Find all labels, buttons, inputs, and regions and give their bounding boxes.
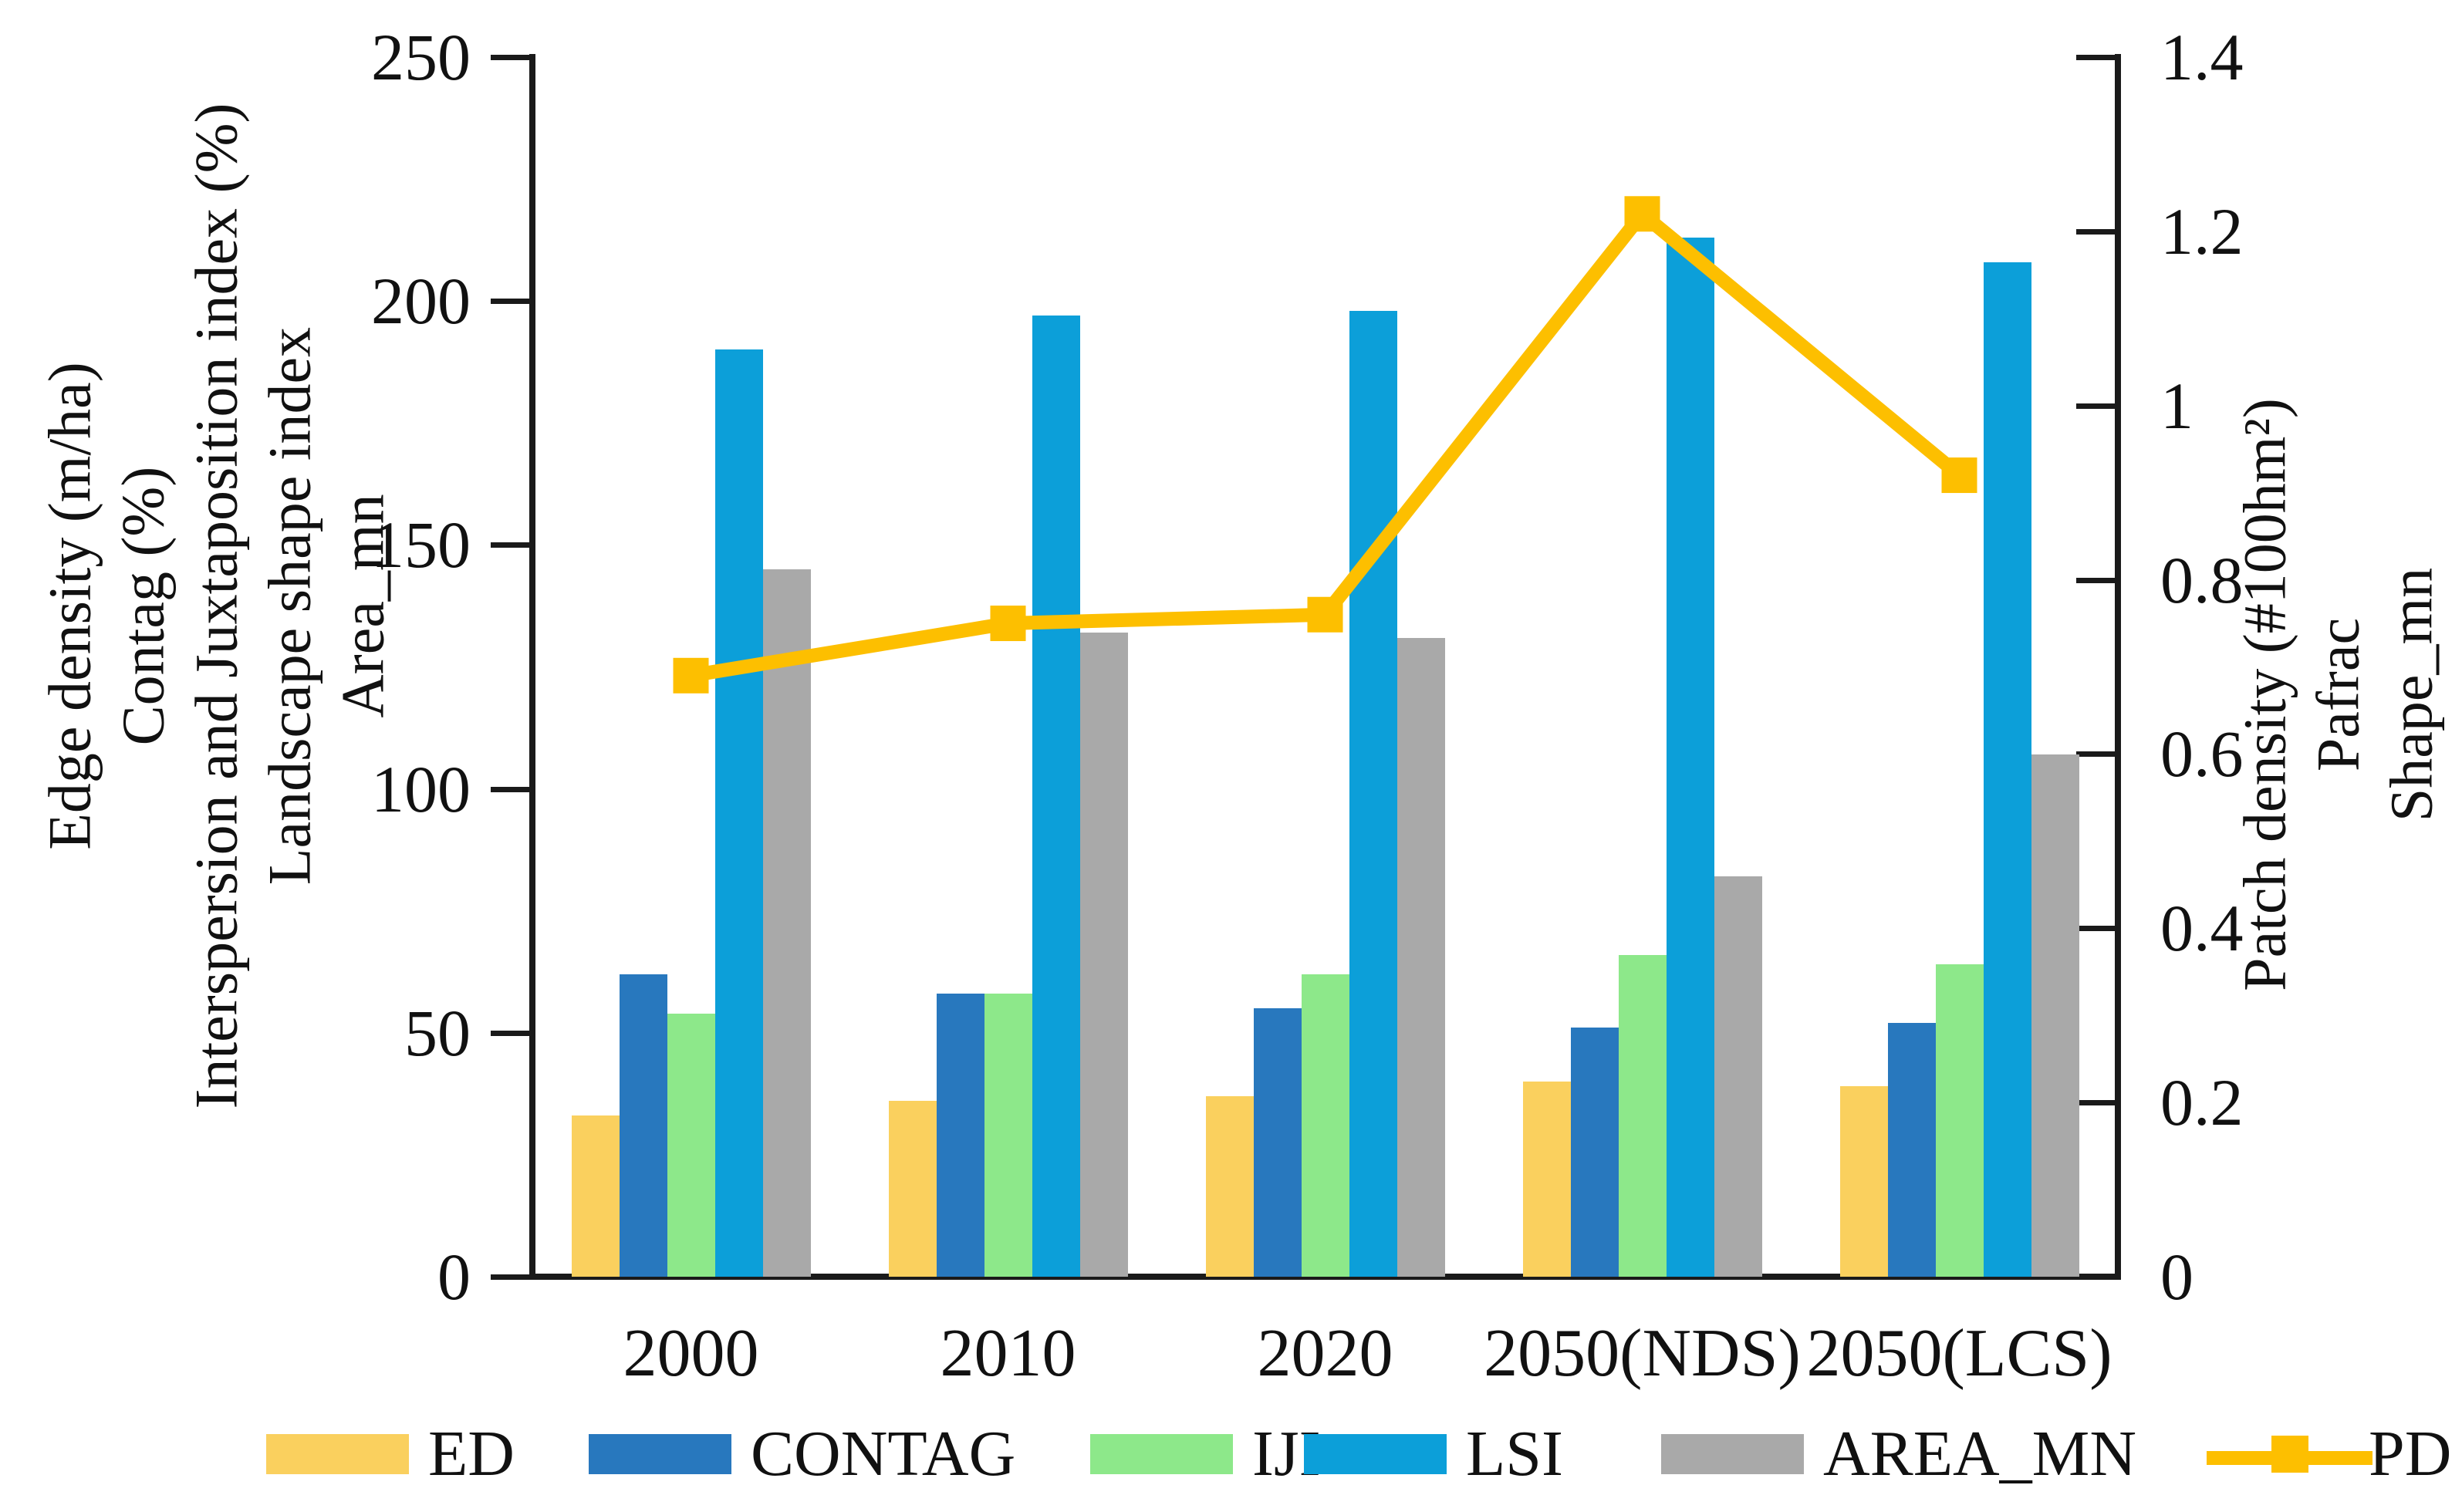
bar-iji-2050(NDS) xyxy=(1618,954,1667,1277)
x-axis-label: 2010 xyxy=(940,1316,1076,1391)
left-axis-tick xyxy=(491,55,532,60)
bar-iji-2000 xyxy=(667,1013,715,1277)
pd-marker xyxy=(1307,596,1343,633)
right-axis-tick xyxy=(2076,55,2118,60)
bar-lsi-2020 xyxy=(1349,310,1397,1277)
left-axis-tick xyxy=(491,299,532,305)
left-axis-tick-label: 50 xyxy=(404,995,471,1070)
x-axis-label: 2020 xyxy=(1257,1316,1393,1391)
legend-label: LSI xyxy=(1466,1418,1563,1490)
left-axis-tick-label: 150 xyxy=(371,508,471,582)
left-axis-line xyxy=(529,54,535,1280)
bar-contag-2050(LCS) xyxy=(1887,1023,1936,1277)
bar-contag-2020 xyxy=(1253,1008,1302,1277)
pd-marker xyxy=(990,606,1026,642)
right-axis-tick-label: 1 xyxy=(2160,368,2194,443)
bar-ed-2020 xyxy=(1205,1096,1254,1277)
bar-contag-2050(NDS) xyxy=(1570,1028,1619,1277)
legend-label: AREA_MN xyxy=(1823,1418,2137,1490)
contag-swatch xyxy=(589,1434,731,1474)
right-axis-tick-label: 1.2 xyxy=(2160,194,2244,268)
bar-contag-2000 xyxy=(619,974,667,1277)
bar-contag-2010 xyxy=(936,994,984,1277)
left-axis-tick xyxy=(491,542,532,548)
left-axis-title-line: Contag (%) xyxy=(109,466,177,746)
bar-lsi-2050(LCS) xyxy=(1983,262,2031,1277)
right-axis-tick xyxy=(2076,926,2118,932)
bar-ed-2050(NDS) xyxy=(1522,1082,1571,1277)
left-axis-title-line: Edge density (m/ha) xyxy=(35,362,103,850)
right-axis-tick xyxy=(2076,1274,2118,1280)
right-axis-tick-label: 0.4 xyxy=(2160,891,2244,966)
bar-area_mn-2050(LCS) xyxy=(2031,754,2079,1277)
pd-marker xyxy=(1624,196,1660,232)
bar-area_mn-2000 xyxy=(762,569,811,1277)
pd-marker xyxy=(673,657,709,694)
bar-lsi-2050(NDS) xyxy=(1666,237,1714,1277)
legend-label: CONTAG xyxy=(751,1418,1016,1490)
bar-iji-2020 xyxy=(1301,974,1349,1277)
bar-area_mn-2010 xyxy=(1079,633,1128,1277)
left-axis-tick xyxy=(491,786,532,792)
bar-iji-2050(LCS) xyxy=(1935,964,1984,1277)
bar-area_mn-2020 xyxy=(1396,637,1445,1277)
right-axis-tick-label: 1.4 xyxy=(2160,20,2244,94)
bar-lsi-2000 xyxy=(714,349,763,1277)
pd-line xyxy=(690,204,1964,683)
bar-iji-2010 xyxy=(984,994,1032,1277)
pd-marker xyxy=(1941,457,1977,494)
lsi-swatch xyxy=(1304,1434,1447,1474)
right-axis-tick xyxy=(2076,1100,2118,1106)
right-axis-line xyxy=(2115,54,2121,1280)
left-axis-tick-label: 0 xyxy=(437,1240,471,1314)
right-axis-tick-label: 0.2 xyxy=(2160,1065,2244,1140)
area-mn-swatch xyxy=(1661,1434,1804,1474)
right-axis-tick-label: 0.8 xyxy=(2160,542,2244,617)
bar-ed-2000 xyxy=(571,1115,620,1277)
right-axis-tick xyxy=(2076,751,2118,758)
right-axis-tick xyxy=(2076,403,2118,409)
right-axis-tick-label: 0 xyxy=(2160,1240,2194,1314)
right-axis-tick-label: 0.6 xyxy=(2160,717,2244,791)
legend-label: PD xyxy=(2369,1418,2452,1490)
bar-lsi-2010 xyxy=(1032,316,1080,1277)
iji-swatch xyxy=(1090,1434,1233,1474)
right-axis-tick xyxy=(2076,577,2118,583)
right-axis-tick xyxy=(2076,228,2118,235)
bar-ed-2010 xyxy=(888,1101,937,1277)
bar-ed-2050(LCS) xyxy=(1839,1086,1888,1277)
bar-area_mn-2050(NDS) xyxy=(1714,876,1762,1277)
bottom-axis-line xyxy=(529,1274,2121,1280)
left-axis-tick xyxy=(491,1274,532,1280)
left-axis-tick-label: 200 xyxy=(371,264,471,339)
pd-marker-glyph xyxy=(2271,1436,2308,1473)
left-axis-tick-label: 250 xyxy=(371,20,471,94)
x-axis-label: 2000 xyxy=(623,1316,759,1391)
x-axis-label: 2050(NDS) xyxy=(1484,1316,1801,1391)
left-axis-tick xyxy=(491,1030,532,1036)
left-axis-tick-label: 100 xyxy=(371,751,471,826)
legend-label: ED xyxy=(428,1418,515,1490)
ed-swatch xyxy=(266,1434,409,1474)
x-axis-label: 2050(LCS) xyxy=(1806,1316,2112,1391)
